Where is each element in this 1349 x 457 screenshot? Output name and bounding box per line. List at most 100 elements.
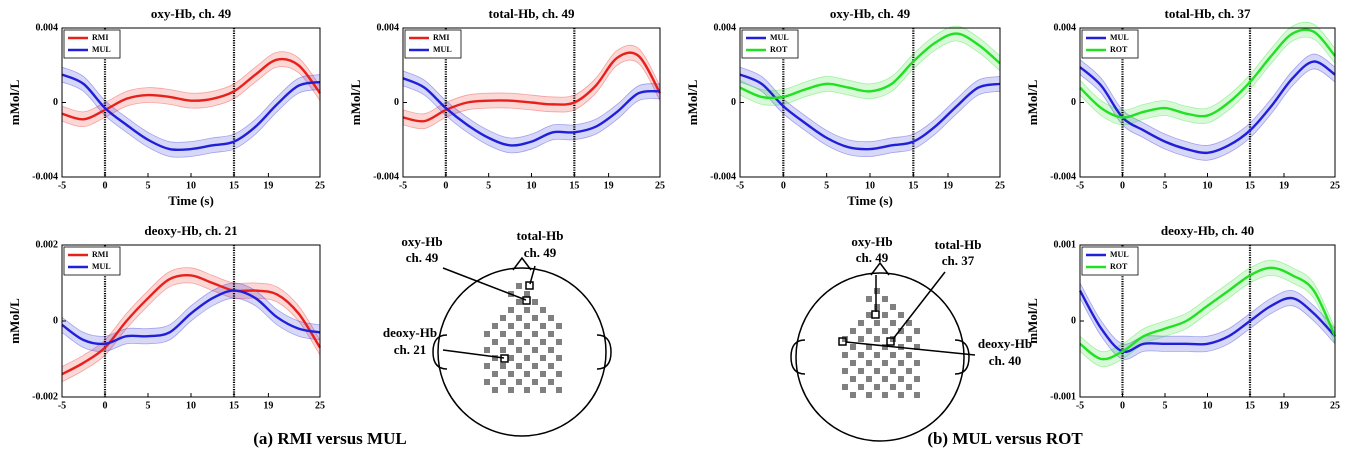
nose <box>512 256 532 271</box>
x-tick-label: 15 <box>229 400 239 411</box>
pointer <box>845 341 976 356</box>
pointer <box>529 265 536 285</box>
plot-frame <box>61 244 321 398</box>
channel <box>890 320 896 326</box>
x-tick-label: -5 <box>399 180 407 191</box>
x-tick-label: 5 <box>486 180 491 191</box>
channel <box>906 336 912 342</box>
channel <box>524 323 530 329</box>
y-tick-label: 0 <box>1071 97 1076 108</box>
x-tick-label: 19 <box>263 180 273 191</box>
pointer <box>442 267 527 301</box>
channel <box>540 339 546 345</box>
x-tick-label: 19 <box>263 400 273 411</box>
diagram-label: total-Hb <box>517 228 564 243</box>
channel <box>858 320 864 326</box>
channel-highlight <box>886 337 895 346</box>
legend-label: MUL <box>1110 250 1129 259</box>
nose <box>870 261 890 276</box>
channel <box>556 371 562 377</box>
diagram-label: ch. 40 <box>989 353 1022 368</box>
series-line <box>61 273 322 376</box>
series-line <box>739 73 1001 151</box>
legend-label: MUL <box>433 45 452 54</box>
head-diagrams <box>432 256 970 442</box>
y-axis-label: mMol/L <box>7 298 22 344</box>
series-line <box>1079 266 1337 361</box>
legend-box <box>741 29 799 59</box>
legend-box <box>63 246 121 276</box>
channel <box>914 376 920 382</box>
channel <box>524 355 530 361</box>
channel <box>874 384 880 390</box>
channel <box>524 291 530 297</box>
legend-box <box>63 29 121 59</box>
channel <box>874 352 880 358</box>
channel <box>532 315 538 321</box>
x-tick-label: 5 <box>1163 180 1168 191</box>
channel <box>858 384 864 390</box>
x-tick-label: 25 <box>655 180 665 191</box>
channel <box>492 323 498 329</box>
x-tick-label: 0 <box>443 180 448 191</box>
channel <box>516 347 522 353</box>
channel <box>484 331 490 337</box>
channel <box>842 384 848 390</box>
x-tick-label: -5 <box>58 180 66 191</box>
chart-title: total-Hb, ch. 49 <box>489 6 575 21</box>
legend-label: MUL <box>92 45 111 54</box>
channel <box>548 363 554 369</box>
channel <box>524 307 530 313</box>
x-tick-label: -5 <box>1076 180 1084 191</box>
error-band <box>1079 53 1336 161</box>
channel <box>866 296 872 302</box>
error-band <box>61 51 321 128</box>
y-tick-label: -0.001 <box>1050 391 1076 402</box>
y-axis-label: mMol/L <box>7 79 22 125</box>
channel <box>874 368 880 374</box>
y-tick-label: -0.004 <box>1050 171 1076 182</box>
channel <box>484 347 490 353</box>
channel <box>866 312 872 318</box>
channel <box>540 371 546 377</box>
chart-title: total-Hb, ch. 37 <box>1165 6 1251 21</box>
plot-frame <box>739 27 1001 178</box>
pointers <box>442 265 976 363</box>
channel <box>874 288 880 294</box>
x-tick-label: 19 <box>1279 400 1289 411</box>
x-tick-label: 19 <box>604 180 614 191</box>
x-axis-label: Time (s) <box>168 193 214 208</box>
channel <box>508 355 514 361</box>
channel <box>898 392 904 398</box>
channel <box>914 344 920 350</box>
x-tick-label: 5 <box>1163 400 1168 411</box>
channel <box>882 392 888 398</box>
legend-label: RMI <box>92 250 108 259</box>
channel <box>540 307 546 313</box>
channel <box>914 392 920 398</box>
channel <box>882 296 888 302</box>
channel <box>890 304 896 310</box>
x-tick-label: 0 <box>781 180 786 191</box>
ear <box>790 339 806 375</box>
channel <box>874 336 880 342</box>
channel <box>540 355 546 361</box>
x-tick-label: 15 <box>908 180 918 191</box>
y-tick-label: 0.001 <box>1054 239 1077 250</box>
chart-title: oxy-Hb, ch. 49 <box>151 6 232 21</box>
y-tick-label: 0.002 <box>36 239 59 250</box>
channel <box>866 392 872 398</box>
legend-box <box>1081 246 1139 276</box>
channel <box>850 328 856 334</box>
x-tick-label: 10 <box>1203 180 1213 191</box>
x-tick-label: 10 <box>186 180 196 191</box>
x-tick-label: 0 <box>103 400 108 411</box>
channel <box>898 328 904 334</box>
y-tick-label: -0.002 <box>32 391 58 402</box>
channel <box>842 352 848 358</box>
y-tick-label: 0 <box>53 315 58 326</box>
channel <box>882 376 888 382</box>
channel-highlight <box>871 310 880 319</box>
channel <box>898 312 904 318</box>
